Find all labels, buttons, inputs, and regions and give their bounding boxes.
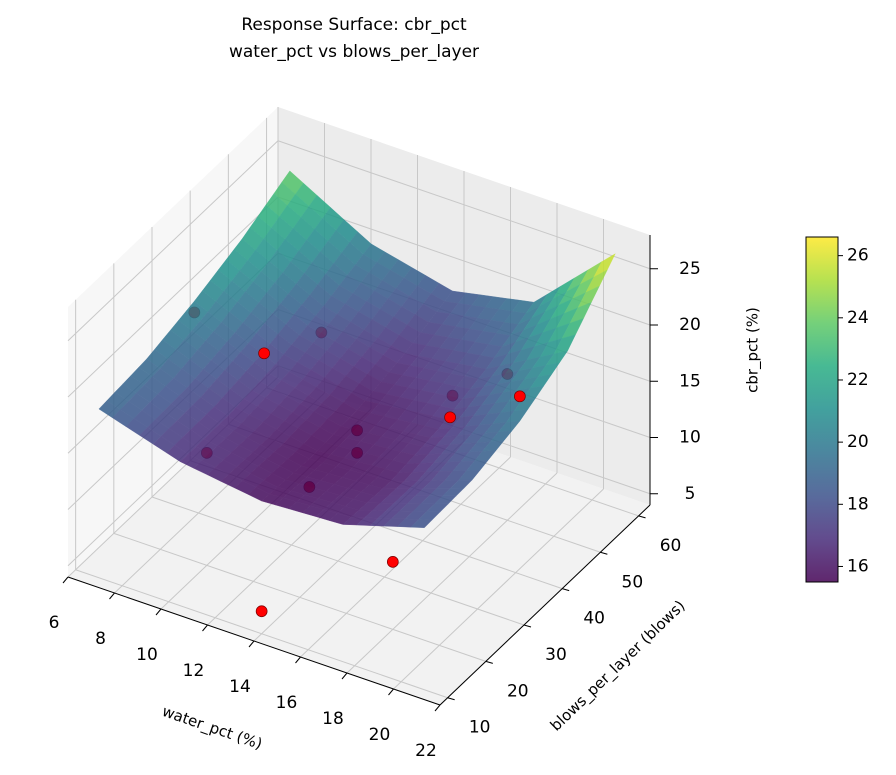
- x-tick-label: 16: [276, 693, 298, 713]
- x-tick-label: 8: [95, 629, 106, 649]
- y-tick: [447, 697, 455, 701]
- x-tick: [295, 656, 301, 664]
- colorbar-tick-label: 22: [847, 370, 869, 390]
- y-tick-label: 40: [583, 609, 605, 629]
- grid-line: [300, 456, 511, 658]
- x-tick-label: 12: [183, 661, 205, 681]
- grid-line: [346, 472, 558, 674]
- data-point: [258, 347, 270, 360]
- x-axis-line: [67, 576, 441, 706]
- grid-line: [277, 140, 651, 270]
- grid-line: [75, 569, 448, 699]
- x-tick: [248, 640, 255, 648]
- z-tick-label: 10: [679, 428, 701, 448]
- x-tick-label: 14: [229, 677, 251, 697]
- surface-patch: [410, 519, 433, 528]
- y-tick-label: 50: [622, 572, 644, 592]
- x-tick: [109, 592, 115, 600]
- y-tick: [562, 588, 570, 592]
- x-tick-label: 22: [415, 741, 437, 761]
- grid-line: [151, 496, 525, 626]
- data-point: [255, 605, 268, 618]
- x-axis-label: water_pct (%): [159, 702, 264, 754]
- colorbar-tick-label: 26: [847, 246, 869, 266]
- grid-line: [113, 532, 486, 662]
- data-point: [444, 411, 456, 424]
- x-tick: [202, 624, 208, 632]
- grid-line: [67, 196, 279, 398]
- colorbar-tick-label: 20: [847, 432, 869, 452]
- colorbar-tick-label: 16: [847, 556, 869, 576]
- y-tick: [638, 515, 646, 519]
- colorbar: [806, 237, 838, 582]
- data-point: [386, 556, 399, 568]
- colorbar-frame: [805, 236, 839, 583]
- chart-title: Response Surface: cbr_pct: [241, 15, 467, 35]
- x-tick: [388, 688, 394, 696]
- y-tick: [523, 624, 532, 628]
- x-tick-label: 20: [369, 725, 391, 745]
- y-tick: [485, 660, 493, 664]
- z-tick-label: 15: [679, 371, 701, 391]
- grid-line: [67, 140, 279, 342]
- x-tick: [155, 608, 162, 616]
- y-tick-label: 20: [507, 681, 529, 701]
- z-tick-label: 5: [685, 484, 696, 504]
- y-tick-label: 30: [545, 645, 567, 665]
- z-tick-label: 20: [679, 315, 701, 335]
- z-axis-label: cbr_pct (%): [744, 307, 763, 393]
- x-tick-label: 18: [322, 709, 344, 729]
- x-tick: [434, 704, 441, 712]
- y-axis-line: [439, 504, 651, 706]
- y-tick-label: 10: [469, 718, 491, 738]
- x-tick-label: 6: [49, 613, 60, 633]
- data-point: [513, 390, 526, 403]
- grid-line: [393, 488, 604, 690]
- y-tick-label: 60: [660, 536, 682, 556]
- x-tick: [341, 672, 348, 680]
- z-tick-label: 25: [679, 259, 701, 279]
- surface: [98, 170, 616, 528]
- y-tick: [600, 551, 608, 555]
- y-axis-label: blows_per_layer (blows): [547, 597, 690, 736]
- colorbar-tick-label: 24: [847, 308, 869, 328]
- chart-subtitle: water_pct vs blows_per_layer: [229, 42, 479, 62]
- colorbar-tick-label: 18: [847, 494, 869, 514]
- x-tick: [62, 576, 69, 584]
- x-tick-label: 10: [136, 645, 158, 665]
